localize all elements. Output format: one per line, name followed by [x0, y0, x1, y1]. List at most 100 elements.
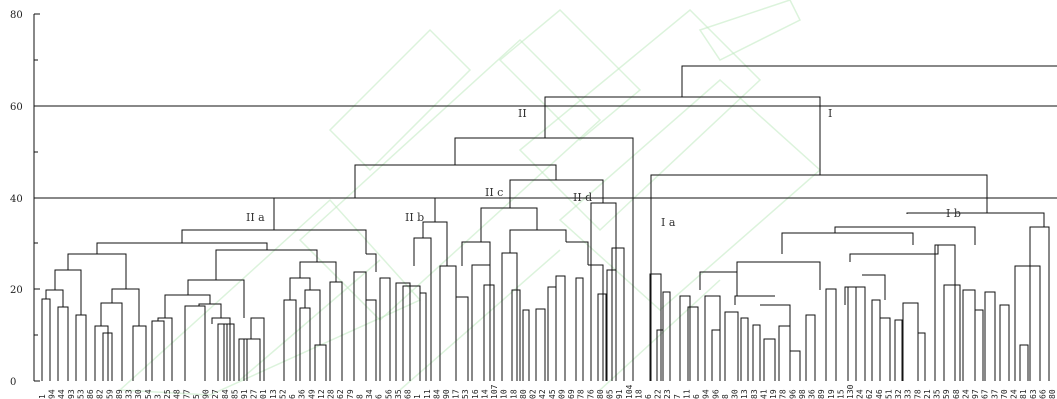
leaf-label: 16	[471, 389, 480, 399]
y-tick-label: 60	[10, 102, 23, 113]
leaf-label: 7	[673, 394, 682, 399]
group-label-I: I	[828, 107, 832, 120]
leaf-label: 3	[153, 394, 162, 399]
leaf-label: 24	[856, 389, 865, 399]
leaf-label: 94	[702, 389, 711, 399]
leaf-label: 11	[423, 389, 432, 399]
leaf-label: 25	[163, 389, 172, 399]
group-label-IIa: II a	[246, 211, 265, 224]
leaf-label: 02	[529, 389, 538, 399]
leaf-label: 67	[981, 389, 990, 399]
leaf-label: 21	[923, 389, 932, 399]
leaf-label: 15	[836, 389, 845, 399]
leaf-label: 17	[452, 389, 461, 399]
y-tick-label: 80	[10, 10, 23, 21]
leaf-label: 76	[586, 389, 595, 399]
group-label-Ia: I a	[661, 216, 676, 229]
leaf-label: 78	[779, 389, 788, 399]
leaf-label: 32	[894, 389, 903, 399]
leaf-label: 33	[904, 389, 913, 399]
leaf-label: 6	[288, 394, 297, 399]
leaf-label: 6	[644, 394, 653, 399]
leaf-label: 104	[625, 384, 634, 399]
leaf-label: 93	[67, 389, 76, 399]
leaf-label: 42	[538, 389, 547, 399]
leaf-label: 13	[740, 389, 749, 399]
leaf-label: 98	[798, 389, 807, 399]
leaf-label: 89	[115, 389, 124, 399]
leaf-label: 51	[885, 389, 894, 399]
leaf-label: 81	[1019, 389, 1028, 399]
leaf-label: 24	[961, 389, 970, 399]
leaf-label: 41	[759, 389, 768, 399]
leaf-label: 63	[1029, 389, 1038, 399]
y-tick-label: 0	[10, 377, 16, 388]
leaf-label: 48	[173, 389, 182, 399]
leaf-label: 130	[846, 384, 855, 399]
leaf-label: 35	[394, 389, 403, 399]
leaf-label: 89	[817, 389, 826, 399]
leaf-label: 53	[461, 389, 470, 399]
leaf-label: 30	[731, 389, 740, 399]
leaf-label: 52	[279, 389, 288, 399]
leaf-label: 84	[221, 389, 230, 399]
leaf-label: 45	[548, 389, 557, 399]
leaf-label: 56	[384, 389, 393, 399]
leaf-label: 1	[38, 394, 47, 399]
leaf-label: 62	[336, 389, 345, 399]
leaf-label: 19	[827, 389, 836, 399]
group-label-II: II	[518, 107, 527, 120]
leaf-label: 27	[250, 389, 259, 399]
leaf-label: 66	[1038, 389, 1047, 399]
leaf-label: 34	[365, 389, 374, 399]
group-label-IIc: II c	[485, 186, 503, 199]
leaf-label: 86	[86, 389, 95, 399]
leaf-label: 18	[509, 389, 518, 399]
leaf-label: 82	[96, 389, 105, 399]
leaf-label: 59	[105, 389, 114, 399]
leaf-label: 68	[952, 389, 961, 399]
leaf-label: 94	[48, 389, 57, 399]
leaf-label: 79	[346, 389, 355, 399]
leaf-label: 59	[942, 389, 951, 399]
leaf-label: 97	[971, 389, 980, 399]
y-tick-label: 40	[10, 194, 23, 205]
leaf-label: 70	[1000, 389, 1009, 399]
leaf-label: 80	[1048, 389, 1057, 399]
leaf-label: 05	[606, 389, 615, 399]
leaf-label: 12	[317, 389, 326, 399]
leaf-label: 62	[865, 389, 874, 399]
leaf-label: 80	[519, 389, 528, 399]
leaf-label: 27	[211, 389, 220, 399]
leaf-label: 35	[933, 389, 942, 399]
leaf-label: 6	[692, 394, 701, 399]
leaf-label: 80	[596, 389, 605, 399]
leaf-label: 01	[259, 389, 268, 399]
leaf-label: 83	[750, 389, 759, 399]
leaf-label: 91	[240, 389, 249, 399]
leaf-label: 09	[557, 389, 566, 399]
leaf-label: 49	[307, 389, 316, 399]
leaf-label: 11	[683, 389, 692, 399]
leaf-label: 36	[808, 389, 817, 399]
leaf-label: 84	[432, 389, 441, 399]
leaf-label: 53	[77, 389, 86, 399]
group-label-IIb: II b	[405, 211, 424, 224]
leaf-label: 85	[230, 389, 239, 399]
group-labels: I II I a I b II a II b II c II d	[246, 107, 961, 229]
group-label-Ib: I b	[946, 207, 961, 220]
leaf-label: 107	[490, 384, 499, 399]
leaf-label: 69	[567, 389, 576, 399]
dendrogram-links	[41, 65, 1057, 381]
leaf-label: 90	[202, 389, 211, 399]
leaf-label: 77	[182, 389, 191, 399]
leaf-label: 8	[721, 394, 730, 399]
leaf-label: 1	[413, 394, 422, 399]
leaf-label: 24	[1010, 389, 1019, 399]
leaf-label: 22	[654, 389, 663, 399]
leaf-label: 19	[769, 389, 778, 399]
leaf-label: 68	[404, 389, 413, 399]
leaf-label: 78	[577, 389, 586, 399]
leaf-label: 44	[57, 389, 66, 399]
